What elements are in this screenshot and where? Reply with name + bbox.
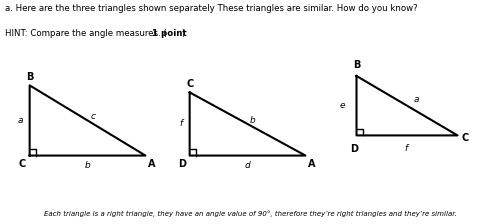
Text: C: C (461, 133, 468, 143)
Text: d: d (244, 161, 250, 170)
Text: C: C (19, 159, 26, 169)
Text: a: a (413, 95, 418, 104)
Text: C: C (186, 79, 194, 89)
Text: B: B (26, 72, 34, 82)
Text: ): ) (181, 29, 184, 38)
Text: a: a (17, 116, 22, 125)
Text: 1 point: 1 point (152, 29, 187, 38)
Text: a. Here are the three triangles shown separately These triangles are similar. Ho: a. Here are the three triangles shown se… (5, 4, 418, 13)
Text: A: A (308, 159, 315, 169)
Text: f: f (180, 119, 182, 129)
Text: b: b (250, 116, 256, 125)
Text: f: f (405, 144, 408, 153)
Text: B: B (353, 60, 360, 70)
Text: A: A (148, 159, 155, 169)
Text: c: c (90, 112, 96, 121)
Text: D: D (350, 144, 358, 154)
Text: D: D (178, 159, 186, 169)
Text: HINT: Compare the angle measures. (: HINT: Compare the angle measures. ( (5, 29, 167, 38)
Text: b: b (84, 161, 90, 170)
Text: Each triangle is a right triangle, they have an angle value of 90°, therefore th: Each triangle is a right triangle, they … (44, 211, 457, 217)
Text: e: e (339, 101, 344, 110)
